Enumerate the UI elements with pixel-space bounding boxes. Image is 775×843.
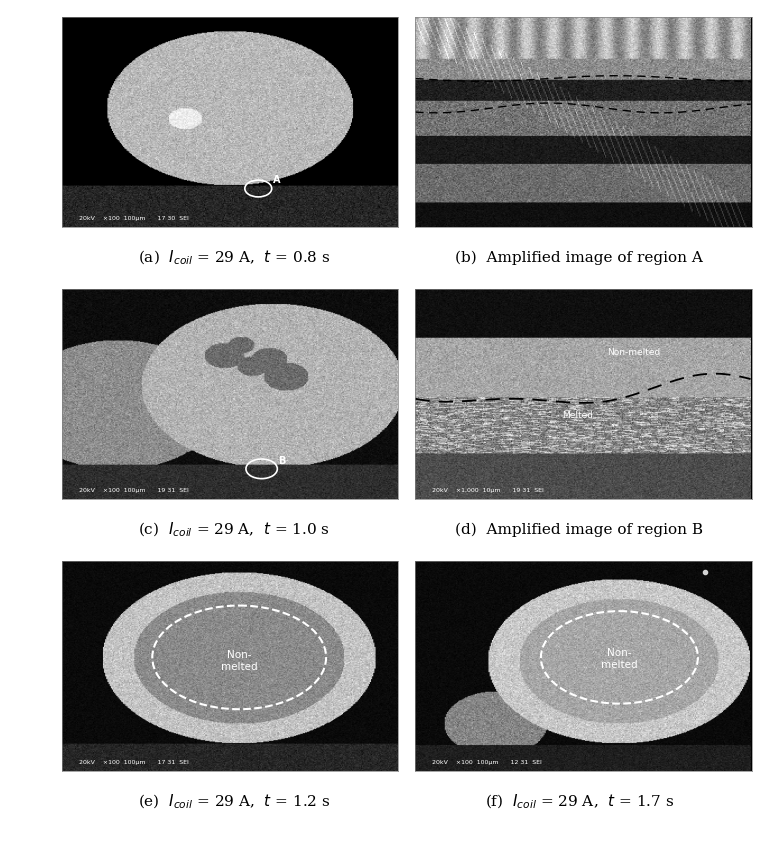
Text: Melted: Melted <box>563 411 594 421</box>
Text: (b)  Amplified image of region A: (b) Amplified image of region A <box>456 250 703 265</box>
Text: 20kV    ×100  100μm      17 31  SEI: 20kV ×100 100μm 17 31 SEI <box>79 760 188 765</box>
Text: Non-
melted: Non- melted <box>601 647 638 670</box>
Text: B: B <box>278 456 286 466</box>
Text: (e)  $I_{coil}$ = 29 A,  $t$ = 1.2 s: (e) $I_{coil}$ = 29 A, $t$ = 1.2 s <box>139 792 330 811</box>
Text: (d)  Amplified image of region B: (d) Amplified image of region B <box>456 523 704 537</box>
Text: Non-
melted: Non- melted <box>221 650 257 672</box>
Text: (a)  $I_{coil}$ = 29 A,  $t$ = 0.8 s: (a) $I_{coil}$ = 29 A, $t$ = 0.8 s <box>139 249 330 267</box>
Text: 20kV    ×100  100μm      12 31  SEI: 20kV ×100 100μm 12 31 SEI <box>432 760 542 765</box>
Text: 20kV    ×1,000  10μm      19 31  SEI: 20kV ×1,000 10μm 19 31 SEI <box>432 487 544 492</box>
Text: A: A <box>273 175 281 185</box>
Text: (c)  $I_{coil}$ = 29 A,  $t$ = 1.0 s: (c) $I_{coil}$ = 29 A, $t$ = 1.0 s <box>139 521 330 539</box>
Text: Non-melted: Non-melted <box>608 348 660 357</box>
Text: 20kV    ×100  100μm      19 31  SEI: 20kV ×100 100μm 19 31 SEI <box>79 487 188 492</box>
Text: 20kV    ×100  100μm      17 30  SEI: 20kV ×100 100μm 17 30 SEI <box>79 216 188 221</box>
Text: (f)  $I_{coil}$ = 29 A,  $t$ = 1.7 s: (f) $I_{coil}$ = 29 A, $t$ = 1.7 s <box>484 792 674 811</box>
